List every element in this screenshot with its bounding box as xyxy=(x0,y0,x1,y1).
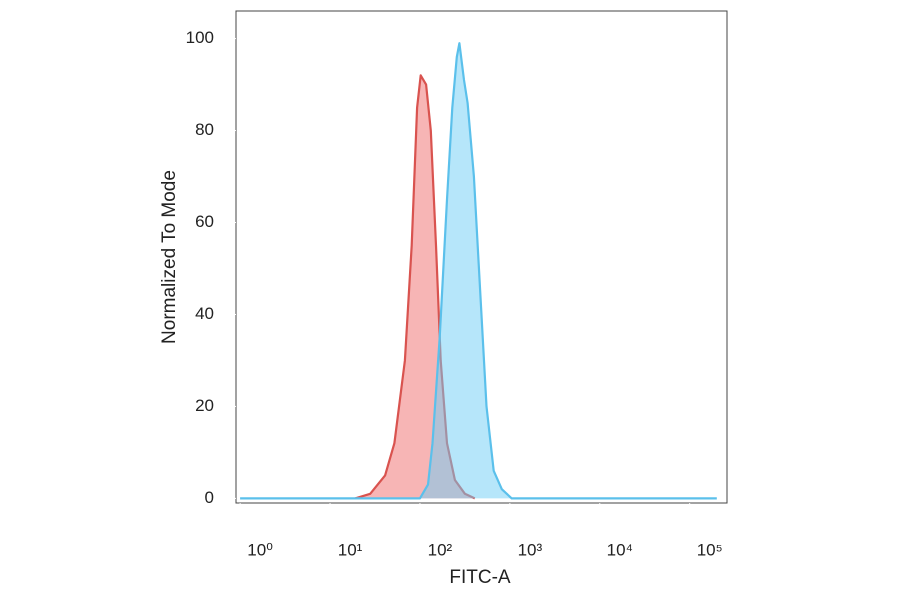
y-axis-label: Normalized To Mode xyxy=(159,170,180,344)
x-tick-label: 10³ xyxy=(518,540,543,559)
x-tick-label: 10² xyxy=(428,540,453,559)
y-tick-label: 0 xyxy=(205,488,214,507)
plot-frame xyxy=(235,10,728,504)
x-axis-label: FITC-A xyxy=(449,567,511,588)
y-tick-label: 100 xyxy=(186,28,214,47)
x-tick-label: 10⁵ xyxy=(697,540,723,559)
y-tick-label: 80 xyxy=(195,120,214,139)
x-tick-label: 10¹ xyxy=(338,540,363,559)
x-tick-label: 10⁴ xyxy=(607,540,633,559)
x-tick-label: 10⁰ xyxy=(247,540,273,559)
y-tick-label: 20 xyxy=(195,396,214,415)
histogram-line xyxy=(240,42,717,500)
y-tick-label: 60 xyxy=(195,212,214,231)
histogram-area xyxy=(355,75,475,499)
y-tick-label: 40 xyxy=(195,304,214,323)
